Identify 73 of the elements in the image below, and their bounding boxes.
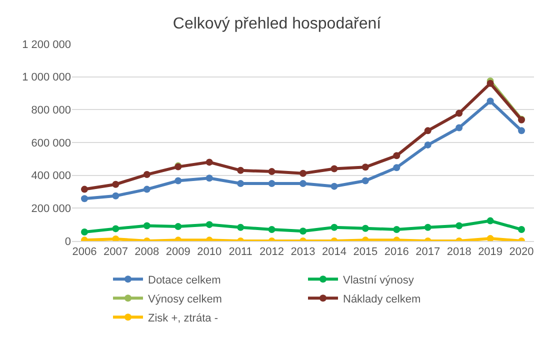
point (112, 225, 120, 232)
point (143, 222, 150, 230)
x-tick-label: 2015 (353, 246, 378, 258)
point (206, 158, 213, 166)
y-tick-label: 0 (64, 236, 71, 248)
x-tick-label: 2011 (228, 246, 252, 258)
point (486, 98, 494, 105)
point (237, 180, 244, 188)
point (112, 192, 120, 200)
y-tick-label: 200 000 (31, 203, 71, 216)
legend-label: Zisk +, ztráta - (148, 312, 218, 324)
point (518, 226, 526, 234)
point (424, 127, 432, 134)
point (143, 171, 150, 178)
point (456, 222, 463, 230)
x-tick-label: 2006 (72, 246, 97, 258)
point (300, 228, 306, 235)
point (268, 226, 276, 234)
point (362, 164, 369, 171)
point (424, 224, 432, 231)
point (237, 224, 244, 231)
x-tick-label: 2019 (478, 246, 503, 258)
y-tick-label: 800 000 (31, 104, 71, 117)
point (80, 186, 88, 193)
point (330, 182, 338, 190)
x-tick-label: 2009 (166, 246, 190, 258)
point (268, 168, 276, 176)
point (300, 180, 306, 188)
point (456, 110, 463, 117)
point (393, 164, 400, 172)
point (330, 165, 338, 172)
x-tick-label: 2014 (322, 246, 346, 258)
point (393, 152, 400, 160)
legend-label: Náklady celkem (343, 293, 421, 306)
x-tick-label: 2008 (134, 246, 160, 258)
x-tick-label: 2007 (103, 246, 128, 258)
legend-label: Dotace celkem (148, 274, 221, 286)
point (206, 174, 213, 182)
x-tick-label: 2020 (509, 246, 534, 258)
point (486, 80, 494, 87)
point (456, 124, 463, 132)
x-tick-label: 2017 (416, 246, 440, 258)
x-tick-label: 2013 (290, 246, 316, 258)
point (362, 177, 369, 184)
point (80, 228, 88, 236)
x-tick-label: 2010 (197, 246, 222, 258)
point (174, 177, 182, 184)
point (112, 236, 120, 241)
point (424, 141, 432, 148)
point (300, 170, 306, 177)
point (486, 217, 494, 224)
point (518, 127, 526, 134)
x-tick-label: 2018 (446, 246, 472, 258)
point (486, 235, 494, 241)
y-tick-label: 1 000 000 (22, 72, 71, 84)
point (362, 224, 369, 232)
point (206, 221, 213, 228)
point (112, 180, 120, 188)
x-tick-label: 2012 (260, 246, 284, 258)
point (330, 224, 338, 231)
y-tick-label: 400 000 (31, 170, 71, 182)
x-tick-label: 2016 (384, 246, 409, 258)
legend-label: Výnosy celkem (148, 293, 222, 306)
point (80, 195, 88, 202)
legend-label: Vlastní výnosy (343, 274, 414, 286)
y-tick-label: 1 200 000 (22, 38, 71, 51)
y-tick-label: 600 000 (31, 137, 71, 150)
point (143, 186, 150, 193)
point (237, 166, 244, 174)
point (393, 226, 400, 234)
chart-title: Celkový přehled hospodaření (172, 15, 382, 32)
point (268, 180, 276, 188)
point (174, 223, 182, 230)
